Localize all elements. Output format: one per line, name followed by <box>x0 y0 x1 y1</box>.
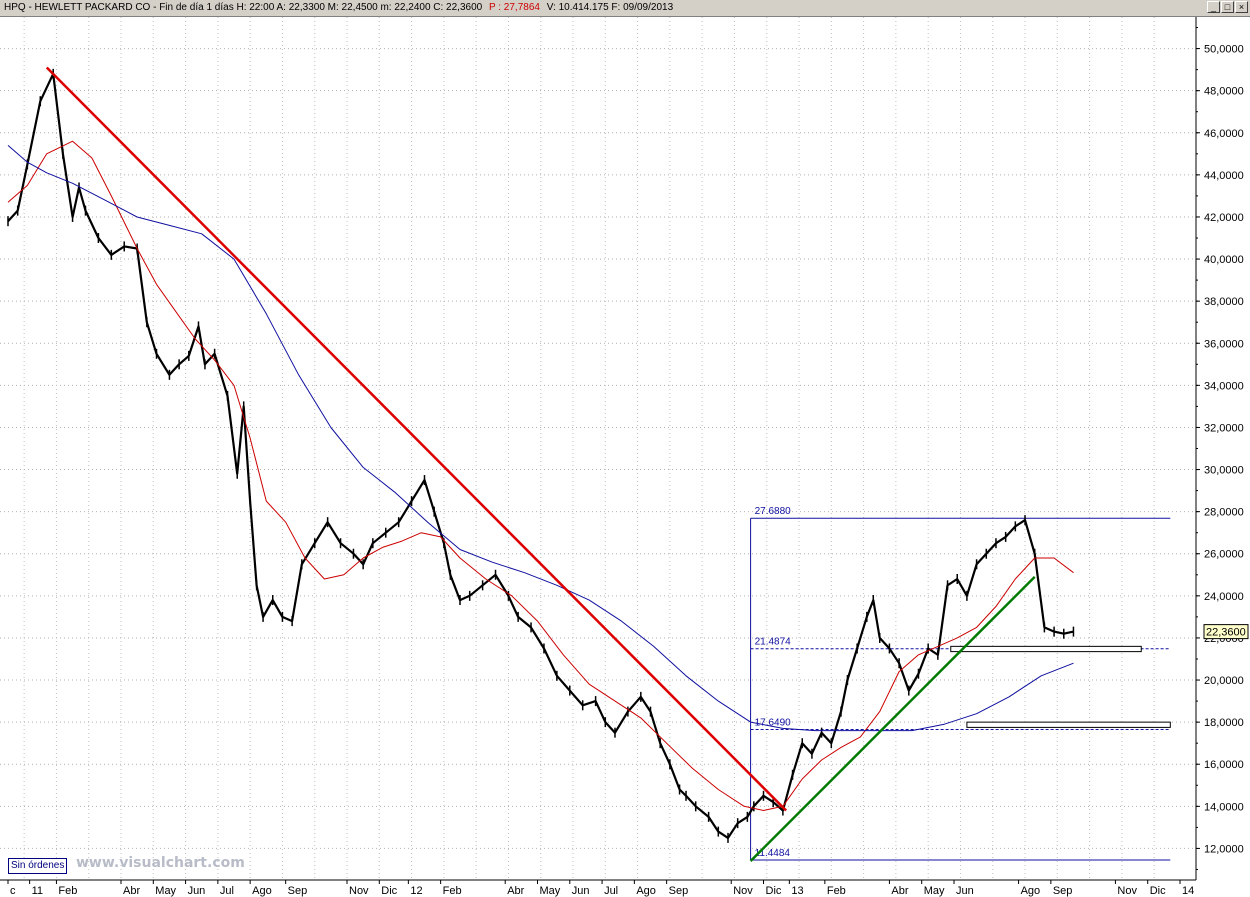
x-tick-label: 11 <box>32 885 43 897</box>
trendline-uptrend <box>749 576 1036 862</box>
zone-lower <box>966 721 1171 728</box>
x-tick-label: Sep <box>1053 885 1073 897</box>
x-tick-label: Ago <box>252 885 272 897</box>
x-tick-label: Dic <box>381 885 397 897</box>
x-tick-label: Feb <box>827 885 846 897</box>
y-tick-label: 30,0000 <box>1204 465 1244 477</box>
x-tick-label: May <box>924 885 945 897</box>
x-tick-label: Jul <box>604 885 618 897</box>
header-p-value: P : 27,7864 <box>488 2 540 13</box>
x-tick-label: Jul <box>220 885 234 897</box>
plot-background <box>0 17 1196 880</box>
x-tick-label: Feb <box>443 885 462 897</box>
header-tail-text: V: 10.414.175 F: 09/09/2013 <box>546 2 674 13</box>
watermark-text: www.visualchart.com <box>76 855 245 871</box>
chart-series <box>7 68 1075 843</box>
x-tick-label: Abr <box>123 885 140 897</box>
trendlines <box>45 66 1036 862</box>
y-tick-label: 18,0000 <box>1204 717 1244 729</box>
last-price-box <box>1203 624 1249 640</box>
window-buttons: _ □ × <box>1207 1 1248 13</box>
x-tick-label: Dic <box>766 885 782 897</box>
x-tick-label: Ago <box>1021 885 1041 897</box>
x-tick-label: Sep <box>288 885 308 897</box>
x-tick-label: Jun <box>956 885 974 897</box>
y-tick-label: 16,0000 <box>1204 759 1244 771</box>
y-axis: 50,0000 48,0000 46,0000 44,0000 42,0000 40,00… <box>1195 17 1249 880</box>
series-ma_red <box>7 140 1074 811</box>
y-tick-label: 46,0000 <box>1204 128 1244 140</box>
fibonacci-levels: 27.6880 21.4874 17.6490 11.4484 <box>750 506 1171 861</box>
header-main-text: HPQ - HEWLETT PACKARD CO - Fin de día 1 … <box>4 2 483 13</box>
y-tick-label: 32,0000 <box>1204 422 1244 434</box>
y-tick-label: 36,0000 <box>1204 338 1244 350</box>
fib-level-label: 21.4874 <box>755 637 792 648</box>
x-tick-label: May <box>155 885 176 897</box>
sin-ordenes-badge[interactable]: Sin órdenes <box>8 858 68 874</box>
x-tick-label: c <box>10 885 16 897</box>
x-tick-label: Feb <box>58 885 77 897</box>
zone-upper <box>950 645 1142 653</box>
x-tick-label: Jun <box>188 885 206 897</box>
fib-level-label: 17.6490 <box>755 718 792 729</box>
y-tick-label: 26,0000 <box>1204 549 1244 561</box>
y-tick-label: 12,0000 <box>1204 843 1244 855</box>
restore-button[interactable]: □ <box>1221 1 1234 13</box>
y-tick-label: 20,0000 <box>1204 675 1244 687</box>
y-tick-label: 34,0000 <box>1204 380 1244 392</box>
minimize-button[interactable]: _ <box>1207 1 1220 13</box>
support-zones <box>950 645 1171 728</box>
x-tick-label: 14 <box>1182 885 1194 897</box>
x-tick-label: Jun <box>572 885 590 897</box>
trendline-downtrend <box>45 66 787 812</box>
chart-grid <box>0 17 1196 880</box>
close-button[interactable]: × <box>1235 1 1248 13</box>
x-tick-label: Nov <box>349 885 369 897</box>
x-tick-label: 13 <box>791 885 803 897</box>
x-tick-label: Abr <box>891 885 908 897</box>
last-price-label: 22,3600 <box>1206 627 1246 639</box>
fib-level-label: 27.6880 <box>755 506 792 517</box>
y-tick-label: 48,0000 <box>1204 86 1244 98</box>
x-tick-label: Abr <box>507 885 524 897</box>
y-tick-label: 50,0000 <box>1204 44 1244 56</box>
fib-level-label: 11.4484 <box>755 848 791 859</box>
series-price <box>7 72 1074 840</box>
y-tick-label: 38,0000 <box>1204 296 1244 308</box>
x-tick-label: Nov <box>1117 885 1137 897</box>
x-tick-label: Nov <box>733 885 753 897</box>
y-tick-label: 42,0000 <box>1204 212 1244 224</box>
y-tick-label: 14,0000 <box>1204 801 1244 813</box>
x-tick-label: Dic <box>1150 885 1166 897</box>
x-tick-label: Sep <box>669 885 689 897</box>
x-tick-label: 12 <box>410 885 422 897</box>
chart-title-bar: HPQ - HEWLETT PACKARD CO - Fin de día 1 … <box>0 0 1250 17</box>
series-ma_blue <box>7 145 1074 732</box>
y-tick-label: 40,0000 <box>1204 254 1244 266</box>
x-axis: c 11 Feb Abr May Jun Jul Ago Sep Nov Dic 12 Feb Abr Ma… <box>0 879 1196 897</box>
x-tick-label: May <box>539 885 560 897</box>
y-tick-label: 24,0000 <box>1204 591 1244 603</box>
y-tick-label: 44,0000 <box>1204 170 1244 182</box>
x-tick-label: Ago <box>636 885 656 897</box>
y-tick-label: 28,0000 <box>1204 507 1244 519</box>
